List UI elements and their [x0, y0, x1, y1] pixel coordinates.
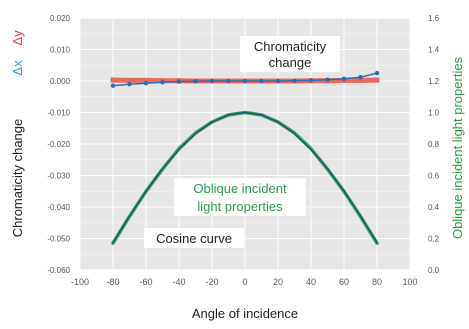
series-dx-point: [292, 78, 297, 83]
series-dx-point: [242, 78, 248, 84]
y-left-tick-label: 0.000: [50, 77, 71, 86]
x-tick-label: 0: [242, 277, 247, 287]
y-left-tick-label: -0.030: [47, 172, 70, 181]
y-left-tick-label: -0.040: [47, 203, 70, 212]
x-tick-label: 40: [306, 277, 316, 287]
series-dx-point: [193, 79, 198, 84]
y-left-tick-label: -0.020: [47, 140, 70, 149]
left-axis-title-dx: Δx: [10, 60, 25, 76]
y-right-tick-label: 1.4: [428, 46, 440, 55]
left-axis-title-dy-text: Δy: [10, 30, 25, 46]
annotation-chromaticity-line2: change: [269, 55, 312, 70]
y-left-tick-label: 0.010: [50, 46, 71, 55]
y-left-tick-label: -0.010: [47, 109, 70, 118]
y-left-tick-label: -0.050: [47, 235, 70, 244]
y-right-tick-label: 1.0: [428, 109, 440, 118]
y-left-tick-label: -0.060: [47, 266, 70, 275]
y-right-tick-label: 0.0: [428, 266, 440, 275]
series-dx-point: [275, 78, 281, 84]
x-tick-label: 100: [402, 277, 417, 287]
x-tick-label: -100: [71, 277, 89, 287]
y-right-tick-label: 0.8: [428, 140, 440, 149]
series-dy-point: [374, 77, 380, 83]
y-right-tick-label: 1.2: [428, 77, 440, 86]
series-layer: [110, 70, 380, 245]
series-dx-point: [110, 83, 116, 88]
annotation-chromaticity-bg: [240, 36, 340, 72]
series-dx-point: [259, 78, 264, 84]
x-axis-title: Angle of incidence: [192, 306, 298, 321]
annotation-cosine-text: Cosine curve: [156, 231, 232, 246]
x-tick-label: -40: [172, 277, 185, 287]
series-dx-point: [143, 81, 149, 86]
series-dx-point: [374, 70, 380, 76]
series-dx-point: [358, 75, 363, 80]
y-right-tick-label: 0.2: [428, 235, 440, 244]
series-dx-point: [226, 78, 231, 84]
y-left-tick-label: 0.020: [50, 14, 71, 23]
series-dx-point: [209, 78, 215, 84]
x-tick-label: -80: [106, 277, 119, 287]
annotation-oblique: Oblique incident light properties: [174, 178, 306, 216]
right-axis-title: Oblique incident light properties: [450, 56, 465, 239]
annotation-cosine-bg: [144, 228, 244, 248]
x-tick-label: -20: [205, 277, 218, 287]
series-dx-point: [176, 79, 182, 84]
x-tick-label: 80: [372, 277, 382, 287]
y-right-tick-label: 0.4: [428, 203, 440, 212]
left-axis-title-text: Chromaticity change: [10, 119, 25, 238]
x-tick-label: 60: [339, 277, 349, 287]
y-right-tick-label: 1.6: [428, 14, 440, 23]
x-tick-label: 20: [273, 277, 283, 287]
left-axis-title-chromaticity: Chromaticity change: [10, 119, 25, 238]
annotation-oblique-line2: light properties: [197, 199, 283, 214]
y-right-tick-label: 0.6: [428, 172, 440, 181]
series-dy-point: [110, 77, 116, 83]
series-line-cosine: [112, 111, 378, 244]
series-dx-point: [160, 80, 165, 85]
series-dy-point: [358, 77, 363, 83]
x-tick-label: -60: [139, 277, 152, 287]
series-dx-point: [127, 81, 132, 87]
annotation-chromaticity-change: Chromaticity change: [240, 36, 340, 72]
annotation-oblique-bg: [174, 178, 306, 216]
annotation-cosine: Cosine curve: [144, 228, 244, 248]
series-dx-point: [341, 76, 347, 81]
series-dy-point: [127, 77, 132, 83]
left-axis-title-dy: Δy: [10, 30, 25, 46]
annotation-oblique-line1: Oblique incident: [193, 181, 287, 196]
series-dx-point: [308, 78, 314, 83]
right-axis-title-text: Oblique incident light properties: [450, 56, 465, 239]
series-dy-point: [143, 77, 149, 83]
series-dx-point: [325, 77, 330, 82]
left-axis-title-dx-text: Δx: [10, 60, 25, 76]
annotation-chromaticity-line1: Chromaticity: [254, 39, 327, 54]
